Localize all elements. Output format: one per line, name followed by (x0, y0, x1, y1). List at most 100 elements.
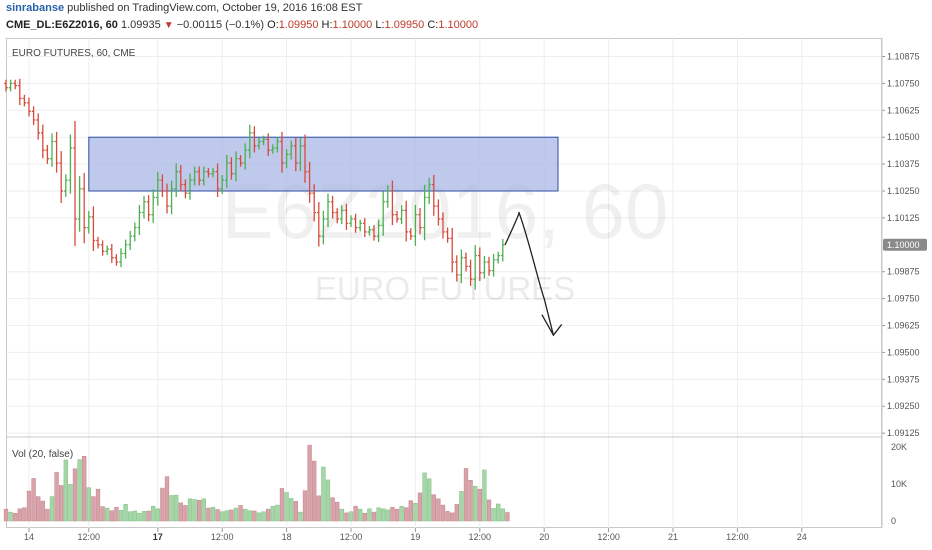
volume-bar (325, 479, 331, 522)
volume-bar (482, 469, 487, 522)
price-bar (64, 174, 68, 197)
volume-bar (399, 505, 404, 522)
volume-bar (385, 509, 390, 522)
price-bar (133, 222, 137, 242)
price-bar (183, 179, 188, 199)
publish-info: sinrabanse published on TradingView.com,… (6, 2, 362, 14)
volume-bar (293, 501, 298, 522)
volume-bar (206, 507, 211, 522)
volume-bar (105, 507, 110, 522)
volume-bar (413, 502, 418, 522)
volume-bar (247, 510, 252, 522)
last-price-value: 1.10000 (887, 240, 920, 250)
price-bar (261, 135, 266, 146)
volume-bar (270, 505, 275, 522)
price-bar (363, 218, 367, 238)
open-value: 1.09950 (278, 19, 319, 31)
price-bar (372, 225, 376, 241)
price-bar (487, 256, 491, 276)
supply-zone-rectangle[interactable] (88, 136, 559, 192)
price-bar (445, 227, 450, 243)
price-bar (8, 79, 13, 92)
time-tick-label: 12:00 (726, 532, 749, 542)
price-bar (202, 166, 206, 186)
volume-bar (266, 508, 271, 522)
price-bar (427, 177, 431, 205)
price-bar (404, 200, 408, 242)
volume-bar (233, 507, 239, 522)
volume-bar (275, 504, 280, 522)
price-tick-label: 1.10500 (887, 132, 920, 142)
price-bar (137, 205, 142, 236)
projection-arrow-drawing[interactable] (504, 211, 555, 336)
price-bar (450, 227, 454, 273)
price-bar (68, 134, 73, 194)
symbol-name: CME_DL:E6Z2016, 60 (6, 19, 118, 31)
price-bar (491, 253, 496, 277)
volume-bar (174, 494, 179, 522)
volume-bar (22, 507, 27, 522)
volume-bar (109, 510, 114, 522)
price-tick-label: 1.10750 (887, 78, 920, 88)
price-bar (340, 205, 344, 225)
price-bar (206, 167, 211, 178)
price-bar (91, 206, 96, 251)
price-tick-label: 1.10625 (887, 105, 920, 115)
price-bar (312, 184, 316, 222)
volume-bar (77, 459, 82, 522)
price-bar (105, 245, 109, 255)
volume-bar (486, 499, 492, 522)
price-axis[interactable]: 1.10875 1.10750 1.10625 1.10500 1.10375 1.102… (882, 52, 920, 439)
volume-bar (468, 480, 473, 522)
price-bar (298, 137, 303, 172)
volume-bar (197, 500, 202, 522)
volume-bar (141, 511, 147, 522)
grid-lines (6, 38, 882, 528)
volume-bar (146, 510, 151, 522)
time-tick-label: 12:00 (469, 532, 492, 542)
price-bar (41, 124, 45, 159)
price-bar (349, 215, 353, 227)
price-bar (367, 226, 372, 236)
price-tick-label: 1.10250 (887, 186, 920, 196)
volume-bar (13, 512, 18, 522)
price-bar (395, 211, 399, 223)
time-axis[interactable]: 14 12:00 17 12:00 18 12:00 19 12:00 20 12:00 21 12:… (24, 528, 807, 542)
price-bar (229, 157, 234, 180)
close-label: C: (427, 19, 439, 31)
price-bar (114, 254, 119, 266)
volume-bar (164, 476, 170, 522)
price-bar (257, 137, 261, 150)
price-bar (197, 166, 201, 186)
volume-indicator-title[interactable]: Vol (20, false) (12, 449, 73, 460)
price-bar (123, 239, 128, 259)
last-price-label: 1.10000 (883, 238, 927, 251)
price-tick-label: 1.10125 (887, 213, 920, 223)
price-bar (82, 173, 86, 244)
volume-bar (371, 511, 377, 522)
volume-bar (169, 495, 174, 522)
volume-bar (178, 502, 183, 522)
price-bar (409, 228, 413, 240)
price-bar (418, 208, 422, 235)
volume-bar (307, 444, 312, 522)
volume-bar (500, 508, 505, 522)
volume-bar (335, 501, 340, 522)
author-link[interactable]: sinrabanse (6, 2, 65, 14)
volume-bar (348, 511, 354, 522)
price-tick-label: 1.10375 (887, 159, 920, 169)
volume-bar (256, 512, 262, 522)
price-bar (174, 163, 178, 198)
price-bar (284, 149, 289, 169)
volume-bar (40, 500, 45, 522)
price-bar (22, 94, 27, 107)
volume-bar (261, 511, 266, 522)
price-bar (128, 231, 132, 250)
price-bar (303, 134, 307, 183)
time-tick-label: 12:00 (597, 532, 620, 542)
volume-bar (477, 488, 482, 522)
volume-axis: 20K 10K 0 (891, 442, 907, 526)
watermark-name: EURO FUTURES (315, 270, 575, 307)
volume-bar (496, 503, 501, 522)
